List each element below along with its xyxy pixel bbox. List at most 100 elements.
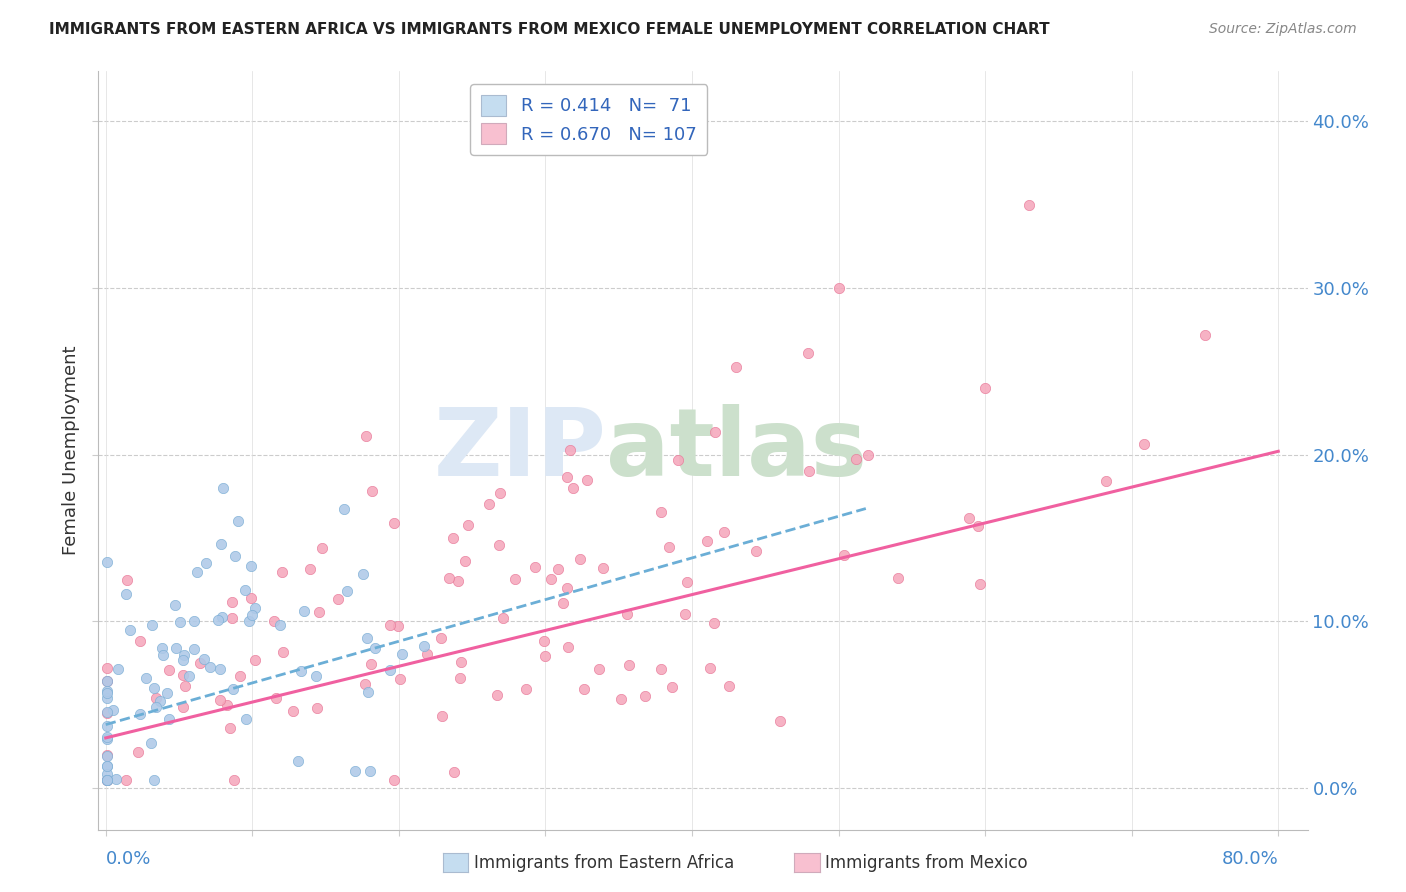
Point (283, 704, 305, 718)
Point (96, 772, 118, 787)
Point (336, 583, 359, 598)
Point (127, 746, 149, 760)
Point (974, 381, 997, 395)
Point (219, 721, 242, 735)
Point (222, 681, 245, 696)
Point (799, 464, 821, 478)
Point (172, 699, 194, 714)
Point (724, 359, 747, 374)
Point (96, 555, 118, 569)
Point (588, 662, 610, 676)
Point (287, 754, 309, 768)
Point (245, 653, 267, 667)
Point (149, 694, 172, 708)
Point (718, 679, 741, 693)
Point (195, 556, 218, 570)
Point (186, 565, 208, 579)
Point (157, 712, 180, 726)
Point (96, 747, 118, 762)
Point (311, 541, 333, 555)
Point (96, 730, 118, 744)
Point (235, 712, 257, 726)
Point (221, 594, 243, 608)
Point (115, 772, 138, 787)
Point (673, 607, 696, 621)
Text: IMMIGRANTS FROM EASTERN AFRICA VS IMMIGRANTS FROM MEXICO FEMALE UNEMPLOYMENT COR: IMMIGRANTS FROM EASTERN AFRICA VS IMMIGR… (49, 22, 1050, 37)
Point (222, 772, 245, 787)
Point (704, 425, 727, 439)
Point (354, 677, 377, 691)
Point (437, 570, 460, 584)
Point (360, 657, 382, 672)
Point (233, 582, 256, 597)
Point (666, 453, 689, 467)
Point (661, 680, 683, 694)
Point (969, 576, 991, 591)
Point (1095, 475, 1118, 489)
Point (364, 640, 387, 655)
Point (555, 470, 578, 484)
Point (308, 606, 330, 620)
Point (457, 517, 479, 532)
Point (224, 549, 246, 563)
Point (650, 505, 672, 519)
Point (745, 544, 768, 558)
Point (141, 617, 163, 632)
Point (105, 772, 128, 786)
Point (326, 591, 349, 606)
Point (478, 497, 501, 511)
Point (616, 607, 638, 621)
Point (96, 686, 118, 700)
Point (211, 610, 233, 624)
Point (489, 485, 512, 500)
Point (177, 669, 200, 683)
Point (356, 631, 378, 645)
Point (96, 772, 118, 787)
Point (352, 566, 374, 581)
Point (240, 607, 263, 622)
Point (96, 690, 118, 705)
Point (96, 661, 118, 675)
Point (430, 631, 453, 645)
Point (118, 623, 141, 637)
Point (188, 657, 211, 671)
Point (533, 649, 555, 664)
Point (96, 749, 118, 764)
Point (165, 598, 187, 612)
Point (96, 731, 118, 746)
Legend: R = 0.414   N=  71, R = 0.670   N= 107: R = 0.414 N= 71, R = 0.670 N= 107 (470, 84, 707, 155)
Point (713, 525, 735, 540)
Point (450, 655, 472, 669)
Point (382, 516, 405, 530)
Point (533, 633, 555, 648)
Point (887, 571, 910, 585)
Point (634, 689, 657, 703)
Point (382, 772, 405, 787)
Point (183, 614, 205, 628)
Point (561, 481, 583, 495)
Point (156, 686, 179, 700)
Point (332, 501, 354, 516)
Point (592, 561, 614, 575)
Point (650, 663, 672, 677)
Point (361, 484, 384, 499)
Point (389, 673, 412, 687)
Point (557, 640, 579, 654)
Point (239, 558, 262, 573)
Point (845, 452, 868, 467)
Point (207, 614, 229, 628)
Point (172, 668, 194, 682)
Point (212, 481, 235, 495)
Point (832, 549, 855, 563)
Point (343, 764, 366, 779)
Point (96, 758, 118, 772)
Point (957, 511, 980, 525)
Point (145, 690, 167, 705)
Text: Source: ZipAtlas.com: Source: ZipAtlas.com (1209, 22, 1357, 37)
Point (619, 658, 641, 673)
Point (96, 705, 118, 719)
Point (143, 681, 166, 696)
Point (576, 473, 599, 487)
Point (152, 648, 174, 662)
Point (449, 671, 471, 685)
